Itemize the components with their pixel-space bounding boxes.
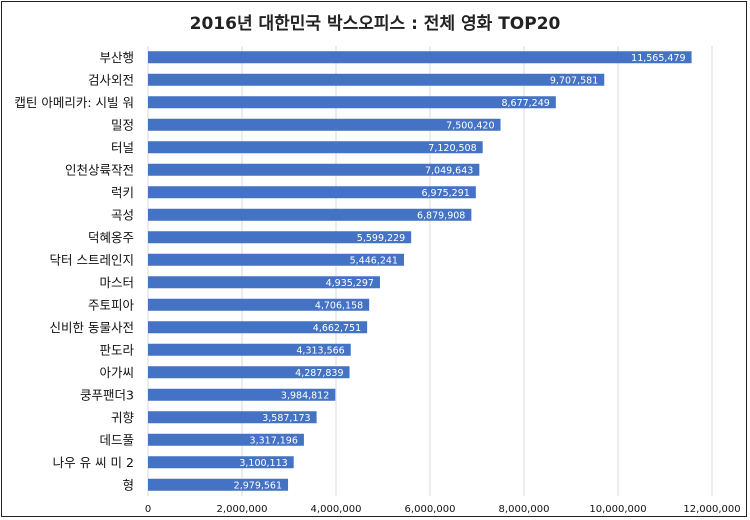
data-label: 3,984,812 (281, 390, 329, 401)
category-label: 데드풀 (99, 432, 134, 447)
category-label: 주토피아 (88, 297, 135, 312)
category-label: 인천상륙작전 (65, 162, 134, 177)
category-label: 터널 (111, 140, 134, 155)
bar (148, 456, 294, 469)
data-label: 3,317,196 (250, 435, 298, 446)
category-label: 신비한 동물사전 (50, 320, 134, 335)
data-label: 4,662,751 (313, 323, 361, 334)
data-label: 4,706,158 (315, 300, 363, 311)
data-label: 7,120,508 (428, 143, 476, 154)
chart-title: 2016년 대한민국 박스오피스 : 전체 영화 TOP20 (189, 14, 561, 34)
category-label: 부산행 (99, 50, 134, 65)
data-label: 6,879,908 (417, 210, 465, 221)
bar (148, 96, 556, 109)
bar (148, 186, 476, 199)
category-label: 밀정 (111, 117, 134, 132)
category-label: 검사외전 (88, 72, 134, 87)
bar (148, 366, 350, 379)
data-label: 6,975,291 (421, 188, 469, 199)
bar (148, 321, 368, 334)
bar (148, 298, 370, 311)
x-tick-label: 0 (145, 504, 151, 515)
data-label: 4,935,297 (326, 278, 374, 289)
category-label: 마스터 (99, 275, 134, 290)
bar (148, 276, 380, 289)
category-label: 곡성 (111, 207, 134, 222)
x-tick-label: 12,000,000 (683, 504, 740, 515)
x-tick-label: 8,000,000 (499, 504, 550, 515)
data-label: 7,500,420 (446, 120, 494, 131)
category-label: 나우 유 씨 미 2 (53, 455, 134, 470)
data-label: 2,979,561 (234, 480, 282, 491)
data-label: 4,313,566 (296, 345, 344, 356)
bar (148, 388, 336, 401)
x-tick-label: 10,000,000 (589, 504, 646, 515)
category-label: 아가씨 (99, 365, 134, 380)
bar (148, 433, 304, 446)
category-label: 캡틴 아메리카: 시빌 워 (14, 95, 134, 110)
data-label: 5,446,241 (350, 255, 398, 266)
data-label: 11,565,479 (631, 53, 685, 64)
data-label: 5,599,229 (357, 233, 405, 244)
category-label: 귀향 (111, 410, 135, 425)
bar (148, 231, 412, 244)
data-label: 4,287,839 (295, 368, 343, 379)
data-label: 3,100,113 (239, 458, 287, 469)
x-tick-label: 6,000,000 (405, 504, 456, 515)
category-label: 쿵푸팬더3 (80, 387, 134, 402)
category-label: 판도라 (99, 342, 134, 357)
bar (148, 73, 605, 86)
category-label: 덕혜옹주 (88, 230, 134, 245)
bar (148, 478, 289, 491)
bar (148, 118, 501, 131)
bar (148, 51, 692, 64)
bar (148, 411, 317, 424)
bar (148, 343, 351, 356)
x-tick-label: 2,000,000 (217, 504, 268, 515)
data-label: 7,049,643 (425, 165, 473, 176)
x-tick-label: 4,000,000 (311, 504, 362, 515)
bar (148, 208, 472, 221)
data-label: 3,587,173 (262, 413, 310, 424)
bar (148, 141, 483, 154)
bar (148, 253, 404, 266)
data-label: 9,707,581 (550, 75, 598, 86)
category-label: 닥터 스트레인지 (50, 252, 134, 267)
bar (148, 163, 480, 176)
category-label: 럭키 (111, 185, 134, 200)
category-label: 형 (122, 477, 134, 492)
data-label: 8,677,249 (501, 98, 549, 109)
